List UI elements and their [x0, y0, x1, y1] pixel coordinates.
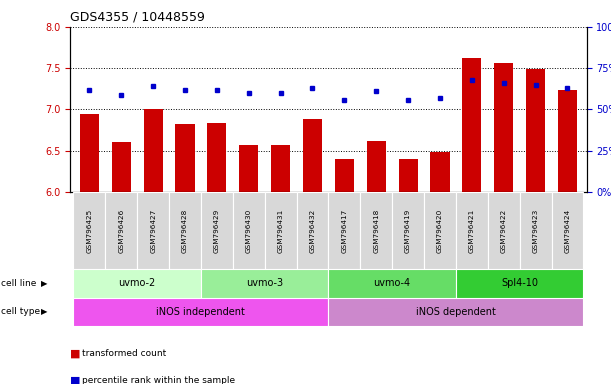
Text: uvmo-3: uvmo-3	[246, 278, 284, 288]
Text: GSM796423: GSM796423	[533, 208, 538, 253]
Text: GSM796418: GSM796418	[373, 208, 379, 253]
Bar	[424, 192, 456, 269]
Bar	[463, 58, 481, 192]
Text: uvmo-2: uvmo-2	[119, 278, 156, 288]
Bar	[144, 109, 163, 192]
Text: GSM796422: GSM796422	[500, 208, 507, 253]
Bar	[329, 298, 584, 326]
Text: GSM796419: GSM796419	[405, 208, 411, 253]
Text: GSM796426: GSM796426	[119, 208, 124, 253]
Bar	[552, 192, 584, 269]
Bar	[329, 192, 360, 269]
Text: cell type: cell type	[1, 308, 40, 316]
Bar	[456, 192, 488, 269]
Bar	[233, 192, 265, 269]
Text: GSM796427: GSM796427	[150, 208, 156, 253]
Bar	[201, 269, 329, 298]
Bar	[112, 142, 131, 192]
Text: transformed count: transformed count	[82, 349, 167, 358]
Text: GSM796431: GSM796431	[277, 208, 284, 253]
Bar	[137, 192, 169, 269]
Bar	[271, 145, 290, 192]
Bar	[558, 91, 577, 192]
Bar	[105, 192, 137, 269]
Bar	[73, 298, 329, 326]
Bar	[80, 114, 99, 192]
Text: GSM796432: GSM796432	[310, 208, 315, 253]
Bar	[201, 192, 233, 269]
Text: GSM796430: GSM796430	[246, 208, 252, 253]
Text: ■: ■	[70, 348, 81, 358]
Text: iNOS independent: iNOS independent	[156, 307, 246, 317]
Text: uvmo-4: uvmo-4	[373, 278, 411, 288]
Bar	[519, 192, 552, 269]
Text: GSM796420: GSM796420	[437, 208, 443, 253]
Bar	[303, 119, 322, 192]
Text: GSM796424: GSM796424	[565, 208, 571, 253]
Text: GSM796428: GSM796428	[182, 208, 188, 253]
Bar	[239, 145, 258, 192]
Bar	[207, 124, 227, 192]
Bar	[392, 192, 424, 269]
Text: GSM796429: GSM796429	[214, 208, 220, 253]
Text: ▶: ▶	[41, 279, 47, 288]
Bar	[296, 192, 329, 269]
Text: Spl4-10: Spl4-10	[501, 278, 538, 288]
Bar	[169, 192, 201, 269]
Bar	[456, 269, 584, 298]
Text: ■: ■	[70, 375, 81, 384]
Bar	[73, 192, 105, 269]
Bar	[335, 159, 354, 192]
Text: GSM796421: GSM796421	[469, 208, 475, 253]
Bar	[360, 192, 392, 269]
Text: percentile rank within the sample: percentile rank within the sample	[82, 376, 236, 384]
Text: GSM796425: GSM796425	[86, 208, 92, 253]
Bar	[488, 192, 519, 269]
Bar	[367, 141, 386, 192]
Bar	[526, 69, 545, 192]
Text: ▶: ▶	[41, 308, 47, 316]
Bar	[265, 192, 296, 269]
Text: iNOS dependent: iNOS dependent	[416, 307, 496, 317]
Bar	[430, 152, 450, 192]
Bar	[494, 63, 513, 192]
Text: GSM796417: GSM796417	[342, 208, 347, 253]
Text: cell line: cell line	[1, 279, 37, 288]
Bar	[73, 269, 201, 298]
Bar	[398, 159, 418, 192]
Text: GDS4355 / 10448559: GDS4355 / 10448559	[70, 11, 205, 24]
Bar	[175, 124, 194, 192]
Bar	[329, 269, 456, 298]
